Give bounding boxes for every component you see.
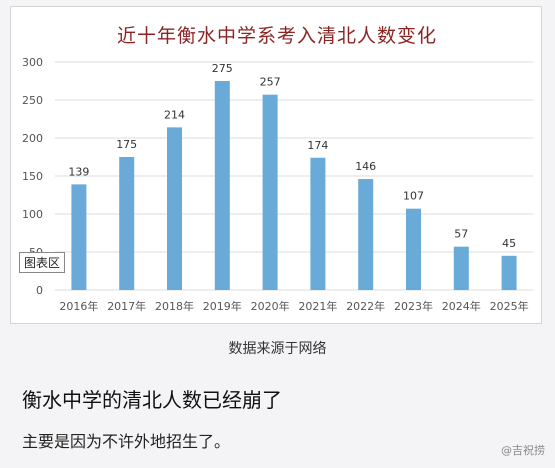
- y-tick-label: 250: [22, 94, 43, 107]
- data-label: 175: [116, 138, 137, 151]
- bar-chart: 0501001502002503001392016年1752017年214201…: [22, 56, 533, 313]
- x-tick-label: 2016年: [59, 299, 98, 313]
- y-tick-label: 200: [22, 132, 43, 145]
- x-tick-label: 2025年: [490, 299, 529, 313]
- data-label: 257: [260, 76, 281, 89]
- data-label: 45: [502, 237, 516, 250]
- bar: [167, 127, 182, 290]
- y-tick-label: 300: [22, 56, 43, 69]
- chart-card: 近十年衡水中学系考入清北人数变化 05010015020025030013920…: [10, 6, 542, 324]
- watermark: @吉祝捞: [501, 444, 545, 457]
- x-tick-label: 2021年: [298, 299, 337, 313]
- data-label: 146: [355, 160, 376, 173]
- x-tick-label: 2023年: [394, 299, 433, 313]
- bar: [358, 179, 374, 290]
- post-subline: 主要是因为不许外地招生了。: [22, 432, 231, 451]
- bar: [501, 255, 517, 290]
- chart-title: 近十年衡水中学系考入清北人数变化: [116, 25, 437, 47]
- x-tick-label: 2019年: [203, 299, 242, 313]
- bar: [262, 94, 278, 291]
- bar: [214, 81, 230, 290]
- bar: [310, 157, 326, 290]
- data-label: 107: [403, 190, 424, 203]
- x-tick-label: 2022年: [346, 299, 385, 313]
- data-label: 139: [68, 165, 89, 178]
- data-label: 57: [454, 228, 468, 241]
- post-headline: 衡水中学的清北人数已经崩了: [22, 388, 282, 412]
- bar: [453, 246, 469, 290]
- x-tick-label: 2020年: [251, 299, 290, 313]
- data-source-note: 数据来源于网络: [228, 341, 327, 357]
- y-tick-label: 150: [22, 170, 43, 183]
- y-tick-label: 0: [36, 284, 43, 297]
- bar: [119, 157, 135, 290]
- data-label: 275: [212, 62, 233, 75]
- data-label: 174: [307, 139, 328, 152]
- x-tick-label: 2018年: [155, 299, 194, 313]
- data-label: 214: [164, 108, 185, 121]
- x-tick-label: 2017年: [107, 299, 146, 313]
- bar: [406, 208, 421, 290]
- bar: [71, 184, 87, 290]
- chart-area-tooltip: 图表区: [19, 252, 66, 273]
- x-tick-label: 2024年: [442, 299, 481, 313]
- y-tick-label: 100: [22, 208, 43, 221]
